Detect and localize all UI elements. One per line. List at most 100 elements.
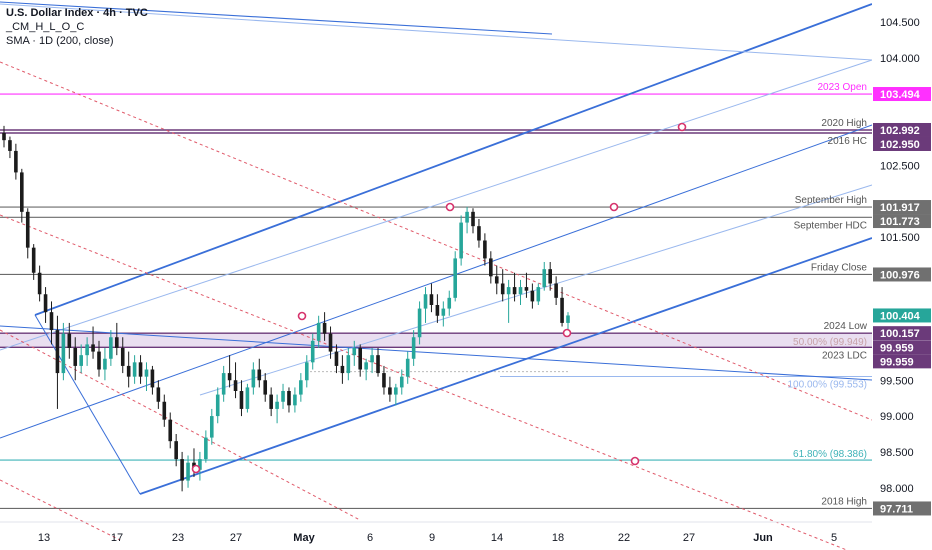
candle[interactable] [471,208,475,234]
candle[interactable] [204,430,208,463]
candle[interactable] [20,168,24,223]
candle[interactable] [465,206,469,234]
trendline[interactable] [0,1,553,35]
pivot-marker[interactable] [609,202,619,212]
candle[interactable] [453,251,457,302]
candle[interactable] [518,279,523,305]
candle[interactable] [162,394,167,427]
candle[interactable] [441,301,446,327]
price-tag[interactable]: 101.773 [873,214,931,229]
candle[interactable] [31,244,36,280]
candle[interactable] [382,365,386,395]
candle[interactable] [364,358,368,381]
pivot-marker[interactable] [630,456,640,466]
candle[interactable] [275,394,279,424]
candle[interactable] [174,434,178,467]
candle[interactable] [25,208,30,259]
candle[interactable] [180,451,184,492]
trendline[interactable] [0,325,873,381]
candle[interactable] [281,383,285,409]
candle[interactable] [506,279,511,323]
candle[interactable] [91,326,95,359]
candle[interactable] [304,355,309,388]
candle[interactable] [144,362,149,391]
price-tag[interactable]: 101.917 [873,200,931,215]
candle[interactable] [334,344,339,374]
candle[interactable] [67,322,72,359]
candle[interactable] [352,340,357,366]
candle[interactable] [73,337,78,381]
candle[interactable] [115,322,119,356]
candle[interactable] [293,387,297,413]
pivot-marker[interactable] [191,464,201,474]
pivot-marker[interactable] [677,122,687,132]
trendline[interactable] [0,124,873,439]
candle[interactable] [14,143,18,180]
candle[interactable] [411,330,416,366]
candle[interactable] [435,294,440,323]
candle[interactable] [103,348,107,381]
candle[interactable] [542,262,547,291]
candle[interactable] [512,272,517,302]
candle[interactable] [186,455,190,488]
candle[interactable] [150,365,155,395]
pivot-marker[interactable] [562,328,572,338]
candle[interactable] [316,315,321,348]
candle[interactable] [459,215,463,266]
candle[interactable] [251,362,256,395]
price-tag[interactable]: 102.950 [873,136,931,151]
candle[interactable] [37,265,42,302]
candle[interactable] [500,269,505,302]
candle[interactable] [156,380,161,409]
candle[interactable] [310,333,315,370]
price-tag[interactable]: 99.959 [873,340,931,355]
candle[interactable] [97,340,101,377]
candle[interactable] [209,408,214,445]
candle[interactable] [423,287,428,323]
candle[interactable] [494,265,499,295]
candle[interactable] [239,380,244,417]
candle[interactable] [346,348,351,381]
candle[interactable] [554,276,558,305]
candle[interactable] [2,125,6,148]
candle[interactable] [358,344,363,377]
candle[interactable] [560,287,564,327]
trendline[interactable] [0,61,873,421]
candle[interactable] [227,355,232,388]
candle[interactable] [489,251,493,284]
candle[interactable] [483,233,487,266]
price-tag[interactable]: 102.992 [873,122,931,137]
price-tag[interactable]: 99.959 [873,354,931,369]
candle[interactable] [322,312,327,341]
candle[interactable] [429,283,434,313]
pivot-marker[interactable] [297,311,307,321]
candle[interactable] [257,358,262,388]
candle[interactable] [399,369,404,395]
trendline[interactable] [0,329,361,521]
candle[interactable] [168,412,173,449]
trendline[interactable] [0,479,121,541]
candle[interactable] [388,376,392,402]
candle[interactable] [8,136,12,159]
candle[interactable] [61,322,66,381]
trendline[interactable] [139,237,873,495]
trendline[interactable] [0,214,872,550]
trendline[interactable] [34,314,141,495]
candle[interactable] [405,351,410,384]
candle[interactable] [79,344,83,374]
candle[interactable] [263,373,268,402]
candle[interactable] [233,362,238,399]
candle[interactable] [269,387,273,417]
candle[interactable] [524,272,529,298]
candle[interactable] [447,290,452,316]
candle[interactable] [328,326,333,359]
candle[interactable] [417,301,422,345]
price-tag[interactable]: 100.976 [873,267,931,282]
candle[interactable] [120,337,125,374]
candle[interactable] [370,348,374,374]
legend-indicator-sma[interactable]: SMA · 1D (200, close) [6,35,114,47]
candle[interactable] [245,383,250,413]
candle[interactable] [221,365,226,402]
price-tag[interactable]: 97.711 [873,501,931,516]
